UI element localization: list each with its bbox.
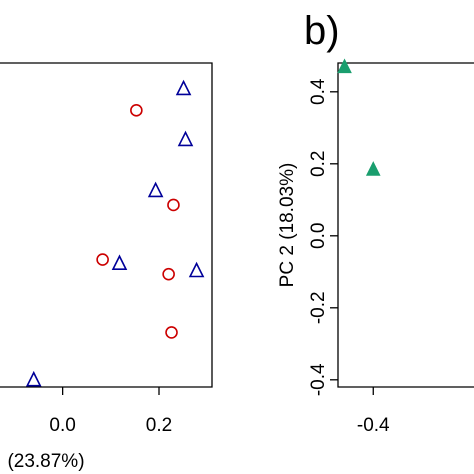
- panel-a-points: [25, 79, 205, 387]
- panel-b-plot-frame: [337, 62, 474, 388]
- panel-b-filled-triangle-point: [337, 58, 352, 74]
- panel-a-open-triangle-point: [147, 181, 164, 198]
- panel-a-open-triangle-point: [188, 261, 205, 278]
- panel-a-scatter: 0.0 0.2 (23.87%): [0, 62, 213, 472]
- panel-b-y-tick-label: 0.4: [308, 78, 329, 105]
- panel-a-x-tick-label: 0.0: [49, 415, 75, 436]
- panel-b-scatter: b) 0.4 0.2 0.0 -0.2 -0.4 PC 2 (18.03%) -0.4: [277, 9, 474, 436]
- panel-b-x-axis: -0.4: [357, 387, 390, 436]
- panel-a-circle-point: [162, 267, 175, 281]
- panel-a-plot-frame: [0, 62, 213, 388]
- panel-b-y-axis: 0.4 0.2 0.0 -0.2 -0.4: [308, 78, 338, 396]
- panel-b-y-tick-label: -0.4: [308, 363, 329, 396]
- panel-a-x-tick-label: 0.2: [146, 415, 172, 436]
- panel-a-circle-point: [96, 253, 109, 266]
- panel-b-y-tick-label: 0.2: [308, 151, 329, 177]
- panel-a-open-triangle-point: [177, 130, 194, 147]
- panel-b-y-tick-label: -0.2: [308, 291, 329, 324]
- panel-b-y-tick-label: 0.0: [308, 223, 329, 249]
- panel-a-open-triangle-point: [175, 79, 192, 96]
- panel-b-x-tick-label: -0.4: [357, 415, 390, 436]
- panel-a-x-axis-title: (23.87%): [7, 451, 84, 472]
- panel-a-open-triangle-point: [25, 370, 42, 387]
- panel-b-filled-triangle-point: [365, 161, 381, 176]
- panel-b-points: [337, 58, 381, 176]
- panel-a-circle-point: [165, 326, 178, 339]
- panel-b-y-axis-title: PC 2 (18.03%): [277, 163, 298, 288]
- panel-b-label: b): [304, 9, 340, 53]
- panel-a-circle-point: [130, 104, 143, 117]
- panel-a-x-axis: 0.0 0.2: [49, 387, 172, 436]
- panel-a-open-triangle-point: [111, 254, 128, 271]
- panel-a-circle-point: [167, 198, 180, 212]
